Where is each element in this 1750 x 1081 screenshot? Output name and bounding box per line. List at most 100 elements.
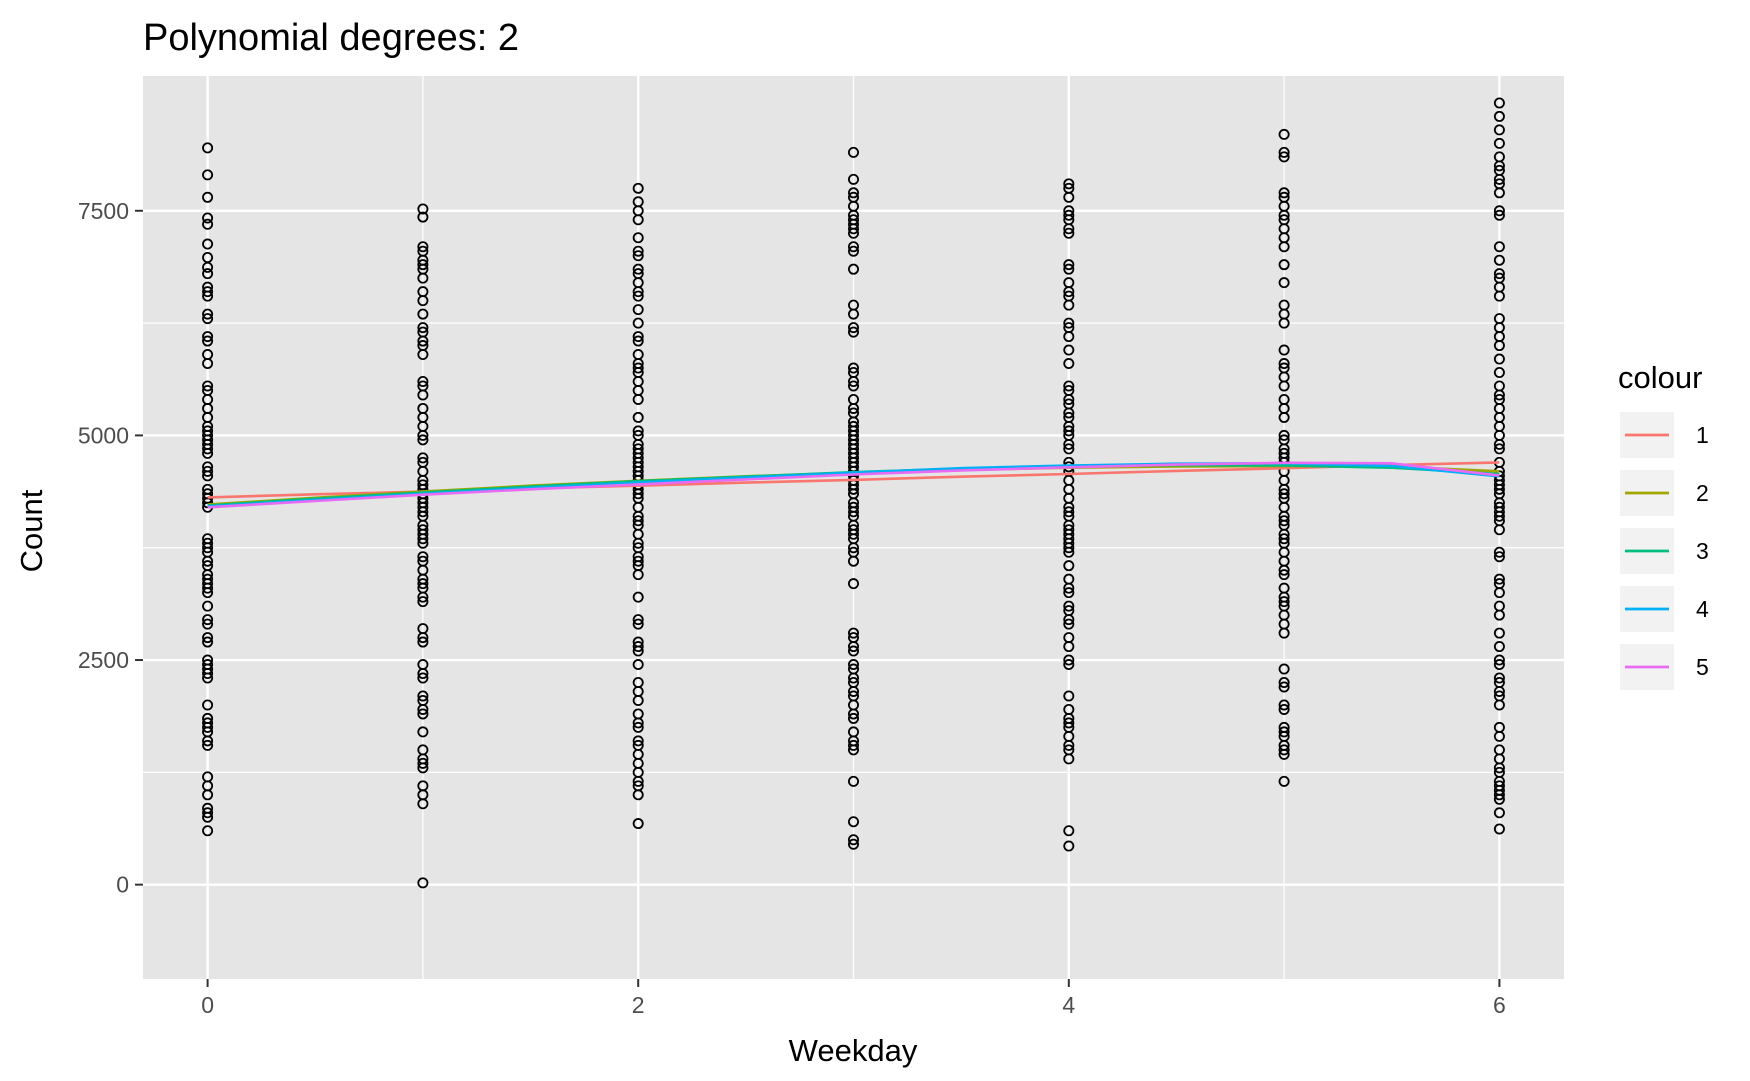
data-point [202,142,214,154]
data-point [202,497,214,509]
data-point [202,212,214,224]
data-point [1493,524,1505,536]
data-point [848,739,860,751]
data-point [417,533,429,545]
data-point [202,672,214,684]
data-point [1063,227,1075,239]
data-point [1493,551,1505,563]
data-point [1063,739,1075,751]
data-point [417,375,429,387]
data-point [1063,600,1075,612]
data-point [632,245,644,257]
series-line-5 [207,461,1500,509]
data-point [417,349,429,361]
data-point [202,614,214,626]
data-point [202,218,214,230]
data-point [1063,717,1075,729]
data-point [1278,515,1290,527]
data-point [1278,596,1290,608]
data-point [202,238,214,250]
data-point [1063,641,1075,653]
data-point [1493,789,1505,801]
data-point [1063,654,1075,666]
data-point [1063,618,1075,630]
data-point [1493,438,1505,450]
data-point [1063,178,1075,190]
data-point [202,582,214,594]
data-point [1493,254,1505,266]
data-point [1063,840,1075,852]
data-point [1493,659,1505,671]
data-point [632,641,644,653]
x-tick-label: 4 [1062,992,1075,1018]
data-point [848,380,860,392]
data-point [1493,353,1505,365]
data-point [1278,488,1290,500]
data-point [417,798,429,810]
data-point [848,223,860,235]
data-point [417,506,429,518]
data-point [1493,389,1505,401]
data-point [202,721,214,733]
data-point [632,263,644,275]
data-point [632,250,644,262]
data-point [202,331,214,343]
data-point [417,335,429,347]
data-point [417,690,429,702]
legend-label: 3 [1696,538,1709,564]
data-point [848,241,860,253]
data-point [1493,685,1505,697]
data-point [1278,146,1290,158]
data-point [202,261,214,273]
data-point [417,295,429,307]
data-point [1063,209,1075,221]
data-point [1063,690,1075,702]
data-point [632,618,644,630]
data-point [848,555,860,567]
data-point [202,290,214,302]
data-point [848,322,860,334]
data-point [1493,97,1505,109]
data-point [1493,672,1505,684]
data-point [848,627,860,639]
data-point [848,712,860,724]
data-point [848,245,860,257]
data-point [1063,380,1075,392]
data-point [1278,259,1290,271]
data-point [202,358,214,370]
data-point [1278,151,1290,163]
data-point [202,313,214,325]
x-tick-label: 6 [1493,992,1506,1018]
data-point [632,515,644,527]
data-point [632,694,644,706]
data-point [1063,393,1075,405]
data-point [202,191,214,203]
chart-title: Polynomial degrees: 2 [143,17,519,59]
data-point [1493,187,1505,199]
data-point [848,308,860,320]
data-point [417,703,429,715]
data-point [848,645,860,657]
data-point [417,203,429,215]
data-point [1493,443,1505,455]
data-point [848,402,860,414]
data-point [1063,546,1075,558]
legend-label: 1 [1696,422,1709,448]
data-point [1063,560,1075,572]
data-point [848,506,860,518]
data-point [202,600,214,612]
data-point [1278,429,1290,441]
data-point [632,290,644,302]
data-point [632,537,644,549]
data-point [848,838,860,850]
data-point [848,659,860,671]
data-point [202,447,214,459]
data-point [632,721,644,733]
data-point [1063,506,1075,518]
data-point [1493,627,1505,639]
y-tick-label: 0 [116,872,129,898]
data-point [1063,344,1075,356]
data-point [202,308,214,320]
legend-label: 5 [1696,654,1709,680]
